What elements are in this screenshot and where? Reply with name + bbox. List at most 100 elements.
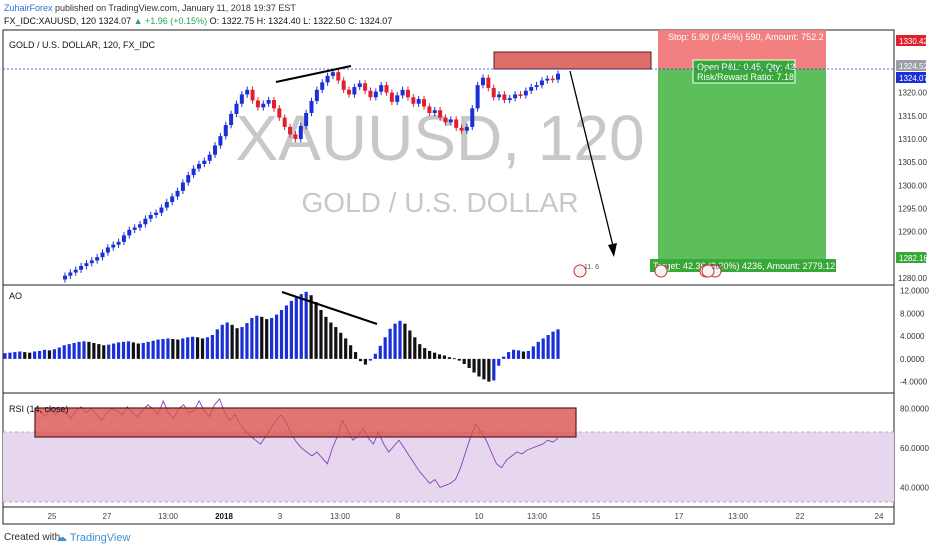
ao-bar [141, 342, 145, 359]
event-flag-icon[interactable] [573, 264, 587, 278]
time-tick-label: 13:00 [330, 512, 351, 521]
ao-bar [541, 338, 545, 359]
last-price-text: 1324.07 [899, 74, 928, 83]
candle-body [282, 117, 287, 127]
candle-body [523, 90, 528, 96]
candle-body [325, 75, 330, 83]
candle-body [448, 119, 453, 123]
time-tick-label: 13:00 [728, 512, 749, 521]
trading-chart[interactable]: XAUUSD, 120 GOLD / U.S. DOLLAR Stop: 5.9… [0, 0, 932, 528]
event-flag-icon[interactable] [701, 264, 715, 278]
candle-body [427, 106, 432, 113]
ao-bar [161, 339, 165, 359]
ao-bar [349, 345, 353, 359]
price-tick-label: 1300.00 [898, 181, 927, 190]
event-flag-icon[interactable] [654, 264, 668, 278]
ao-bar [77, 341, 81, 359]
ao-bar [195, 337, 200, 359]
candle-series [63, 68, 560, 283]
candle-body [261, 103, 266, 108]
ao-bar [408, 330, 412, 359]
ao-bar [329, 322, 333, 359]
candle-body [459, 127, 464, 131]
symbol-bar: FX_IDC:XAUUSD, 120 1324.07 ▲ +1.96 (+0.1… [4, 16, 392, 26]
ao-bar [92, 342, 96, 359]
candle-body [400, 89, 405, 96]
candle-body [223, 125, 228, 137]
ao-bar [13, 352, 17, 359]
ao-bar [432, 352, 437, 359]
ao-bar [457, 358, 461, 361]
candle-body [352, 87, 357, 95]
ao-bar [477, 358, 481, 377]
price-tick-label: 1305.00 [898, 158, 927, 167]
price-tick-label: 1280.00 [898, 274, 927, 283]
ao-bar [492, 358, 496, 381]
ao-bar [23, 352, 27, 359]
entry-price-text: 1324.52 [899, 62, 928, 71]
ao-bar [507, 352, 511, 359]
ao-bar [556, 329, 560, 359]
candle-body [218, 136, 223, 146]
candle-body [438, 110, 443, 118]
ao-bar [334, 327, 338, 359]
ao-bar [136, 343, 140, 359]
stop-price-text: 1330.42 [899, 37, 928, 46]
event-flag-label: 20 [712, 264, 720, 271]
ao-bar [502, 356, 506, 359]
ao-bar [250, 317, 254, 359]
author-link[interactable]: ZuhairForex [4, 3, 53, 13]
ao-bar [131, 342, 135, 359]
ao-bar [462, 358, 466, 365]
ao-tick-label: 12.0000 [900, 287, 929, 296]
stop-price-badge [896, 35, 926, 46]
ao-bar [428, 350, 432, 359]
candle-body [502, 94, 507, 101]
ao-tick-label: 4.0000 [900, 332, 925, 341]
time-tick-label: 8 [396, 512, 401, 521]
target-label-box [650, 259, 836, 272]
ao-bar [353, 352, 358, 359]
created-with-text: Created with [4, 532, 61, 543]
candle-body [255, 100, 260, 108]
ao-bar [225, 322, 229, 359]
time-tick-label: 15 [592, 512, 601, 521]
ao-histogram [3, 291, 560, 382]
brand-text: TradingView [69, 532, 131, 544]
candle-body [170, 196, 175, 203]
ao-bar [121, 341, 126, 359]
ao-bar [82, 341, 86, 359]
tradingview-logo[interactable]: ☁ TradingView [56, 532, 131, 544]
candle-body [464, 126, 469, 131]
candle-body [298, 125, 303, 139]
ao-bar [368, 358, 372, 361]
candle-body [507, 98, 512, 101]
rsi-label: RSI (14, close) [9, 404, 69, 414]
candle-body [550, 78, 555, 81]
candle-body [395, 95, 400, 102]
ao-bar [87, 341, 91, 359]
candle-body [234, 103, 239, 114]
ao-bar [171, 339, 175, 359]
ao-bar [299, 294, 303, 359]
candle-body [288, 126, 293, 135]
price-trendline [275, 65, 352, 83]
ao-bar [284, 305, 289, 359]
candle-body [229, 113, 234, 126]
ao-bar [324, 316, 328, 359]
rsi-highlight-box [34, 407, 577, 438]
symbol-name: FX_IDC:XAUUSD, 120 [4, 16, 97, 26]
time-tick-label: 24 [875, 512, 884, 521]
ao-bar [210, 335, 214, 359]
ao-bar [200, 338, 205, 359]
ao-bar [423, 348, 427, 359]
candle-body [454, 119, 459, 128]
event-markers: 11. 647120 [573, 264, 723, 278]
candle-body [100, 252, 105, 258]
price-change: ▲ +1.96 (+0.15%) [133, 16, 208, 26]
ao-bar [37, 350, 42, 359]
candle-body [341, 80, 346, 90]
open-pl-label: Open P&L: 0.45, Qty: 42 [697, 62, 795, 72]
candle-body [271, 100, 276, 109]
candle-body [116, 241, 121, 245]
